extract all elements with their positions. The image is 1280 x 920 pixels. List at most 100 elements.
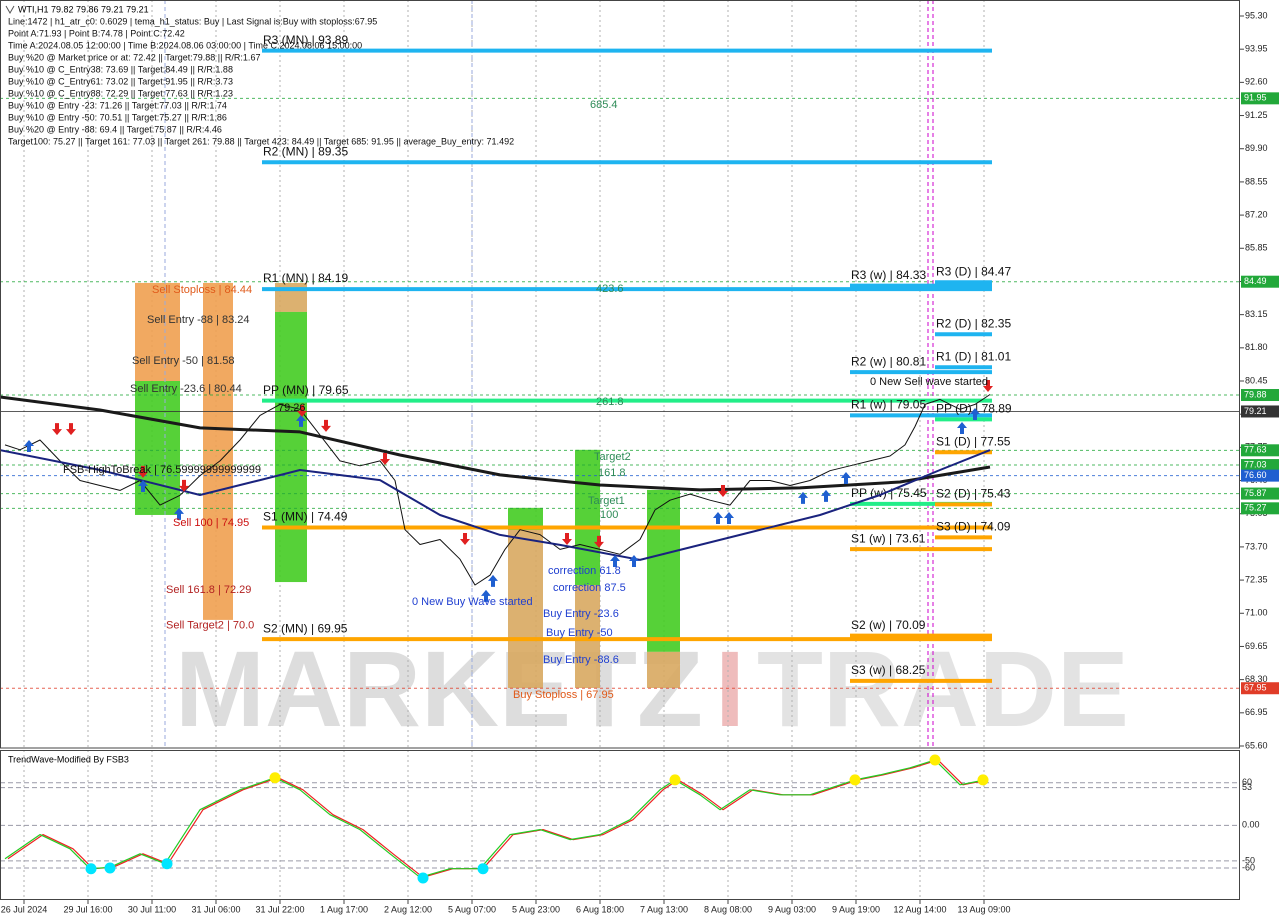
info-line: Point A:71.93 | Point B:74.78 | Point C:… [8,28,185,38]
signal-dot [269,772,281,784]
price-marker-label: 91.95 [1244,93,1267,103]
y-tick-label: 92.60 [1245,77,1268,87]
x-tick-label: 9 Aug 19:00 [832,904,880,914]
info-line: Buy %20 @ Entry -88: 69.4 || Target:75.8… [8,124,222,134]
price-marker [1241,502,1279,515]
price-line [4,394,991,586]
y-tick-label: -50 [1242,855,1255,865]
annotation: 100 [600,509,618,521]
price-marker-label: 75.27 [1244,503,1267,513]
pivot-label: S2 (MN) | 69.95 [263,621,348,635]
signal-arrow [321,419,331,432]
indicator-frame [0,750,1240,900]
signal-arrow [610,555,620,568]
moving-average [0,449,991,561]
x-tick-label: 26 Jul 2024 [1,904,48,914]
signal-arrow [488,574,498,587]
signal-arrow [179,479,189,492]
info-line: Time A:2024.08.05 12:00:00 | Time B:2024… [8,40,362,50]
signal-arrow [629,555,639,568]
signal-arrow [594,535,604,548]
x-tick-label: 1 Aug 17:00 [320,904,368,914]
price-marker-label: 76.60 [1244,470,1267,480]
annotation: Sell Entry -88 | 83.24 [147,314,250,326]
annotation: correction 61.8 [548,565,621,577]
signal-arrow [174,507,184,520]
y-tick-label: 85.85 [1245,243,1268,253]
annotation: 685.4 [590,99,618,111]
y-tick-label: 73.70 [1245,541,1268,551]
annotation: Sell 100 | 74.95 [173,517,249,529]
signal-dot [477,863,489,875]
y-tick-label: 95.30 [1245,10,1268,20]
y-tick-label: 68.30 [1245,674,1268,684]
zone [508,529,543,688]
signal-arrow [66,423,76,436]
x-tick-label: 31 Jul 22:00 [255,904,304,914]
zone [135,282,180,381]
y-tick-label: 53 [1242,782,1252,792]
pivot-label: PP (w) | 75.45 [851,486,927,500]
annotation: 0 New Sell wave started [870,376,988,388]
annotation: Buy Entry -50 [546,627,613,639]
title-icon [5,5,15,15]
price-marker-label: 79.21 [1244,406,1267,416]
signal-arrow [380,453,390,466]
y-tick-label: 93.95 [1245,44,1268,54]
signal-arrow [481,589,491,602]
price-marker [1241,389,1279,402]
signal-dot [104,862,116,874]
zone [575,449,600,586]
x-tick-label: 8 Aug 08:00 [704,904,752,914]
pivot-label: R2 (D) | 82.35 [936,316,1011,330]
zone [275,311,307,583]
y-tick-label: 89.90 [1245,143,1268,153]
signal-arrow [821,489,831,502]
pivot-label: S3 (w) | 68.25 [851,663,926,677]
x-tick-label: 6 Aug 18:00 [576,904,624,914]
price-marker-label: 77.63 [1244,445,1267,455]
pivot-label: S2 (w) | 70.09 [851,618,926,632]
info-line: Line:1472 | h1_atr_c0: 0.6029 | tema_h1_… [8,16,377,26]
pivot-label: S3 (D) | 74.09 [936,519,1011,533]
annotation: Sell Entry -23.6 | 80.44 [130,383,242,395]
x-tick-label: 12 Aug 14:00 [893,904,946,914]
signal-dot [417,872,429,884]
pivot-label: S1 (w) | 73.61 [851,531,926,545]
zone [647,651,680,688]
y-tick-label: 0.00 [1242,820,1260,830]
signal-dot [977,774,989,786]
y-tick-label: -60 [1242,862,1255,872]
y-tick-label: 71.00 [1245,608,1268,618]
annotation: Buy Entry -23.6 [543,608,619,620]
chart-title: WTI,H1 79.82 79.86 79.21 79.21 [18,4,149,14]
y-tick-label: 69.65 [1245,641,1268,651]
y-tick-label: 83.15 [1245,309,1268,319]
signal-arrow [713,512,723,525]
y-tick-label: 81.80 [1245,342,1268,352]
info-line: Target100: 75.27 || Target 161: 77.03 ||… [8,136,514,146]
pivot-label: R3 (D) | 84.47 [936,264,1011,278]
price-marker [1241,682,1279,695]
pivot-label: R1 (w) | 79.05 [851,398,926,412]
signal-arrow [562,532,572,545]
zone [647,489,680,652]
pivot-label: R3 (MN) | 93.89 [263,33,348,47]
annotation: correction 87.5 [553,582,626,594]
signal-arrow [24,439,34,452]
info-line: Buy %10 @ C_Entry88: 72.29 || Target:77.… [8,88,233,98]
annotation: Sell Entry -50 | 81.58 [132,355,235,367]
signal-arrow [970,408,980,421]
price-marker [1241,459,1279,472]
annotation: Sell Target2 | 70.0 [166,620,254,632]
oscillator [4,759,986,878]
y-tick-label: 72.35 [1245,574,1268,584]
info-line: Buy %10 @ C_Entry38: 73.69 || Target:84.… [8,64,233,74]
x-tick-label: 9 Aug 03:00 [768,904,816,914]
annotation: Buy Stoploss | 67.95 [513,689,614,701]
signal-arrow [957,422,967,435]
price-marker-label: 79.88 [1244,389,1267,399]
signal-arrow [138,465,148,478]
